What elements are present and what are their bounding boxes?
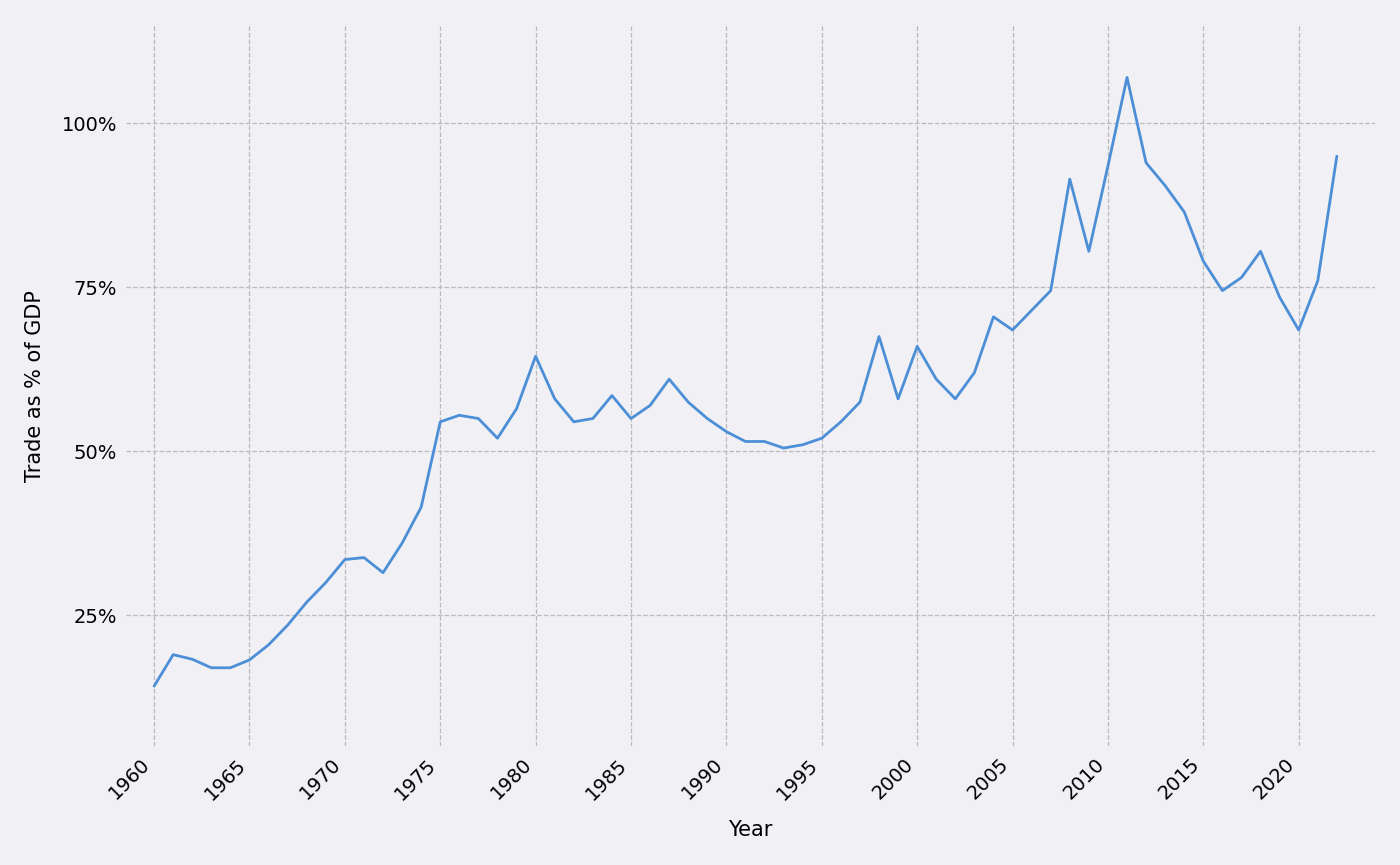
X-axis label: Year: Year bbox=[728, 820, 773, 840]
Y-axis label: Trade as % of GDP: Trade as % of GDP bbox=[25, 290, 45, 482]
